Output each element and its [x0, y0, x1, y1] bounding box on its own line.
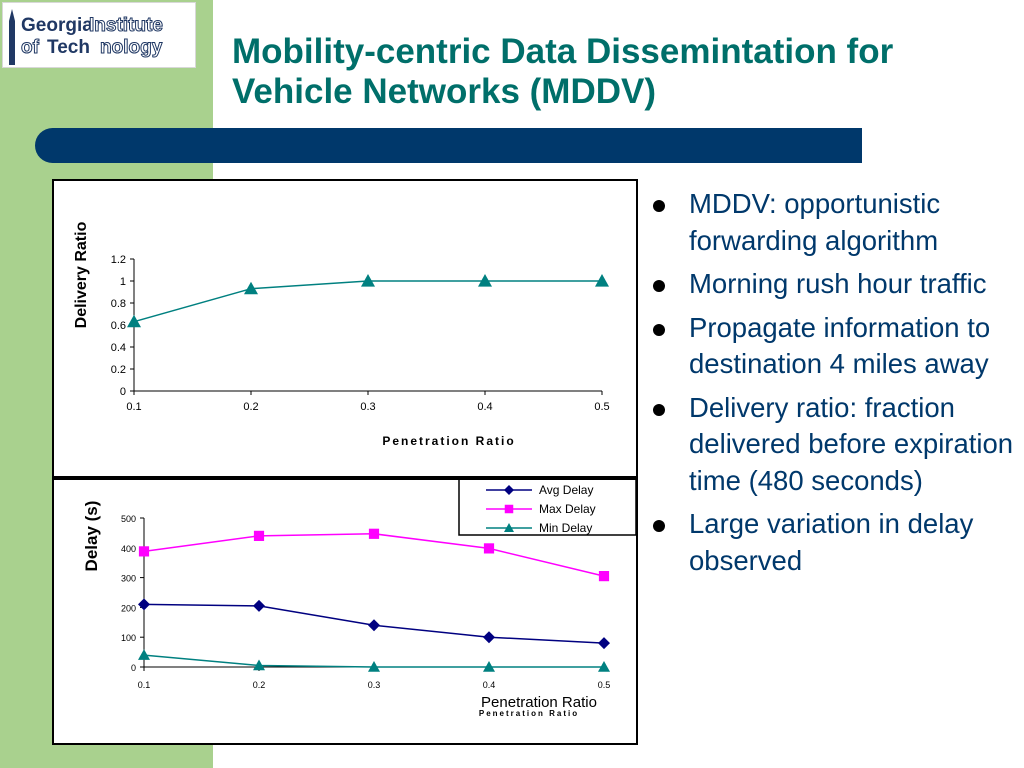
data-point	[127, 314, 141, 328]
y-tick-label: 300	[121, 574, 136, 584]
data-point	[483, 631, 495, 644]
bullet-dot-icon	[653, 323, 665, 336]
title-underline-bar	[35, 128, 862, 163]
data-point	[483, 543, 495, 554]
data-point	[138, 649, 150, 660]
x-tick-label: 0.5	[598, 680, 611, 690]
data-point	[361, 274, 375, 287]
delay-chart: 0 100 200 300 400 500 0.1 0.2 0.3 0.4 0.5 Penetrati…	[52, 478, 638, 745]
x-tick-label: 0.4	[477, 401, 492, 413]
bullet-dot-icon	[653, 403, 665, 416]
data-point	[253, 530, 265, 541]
bullet-dot-icon	[653, 200, 665, 212]
bullet-item: Large variation in delay observed	[650, 506, 1022, 579]
slide-title-line2: Vehicle Networks (MDDV)	[232, 72, 656, 111]
x-axis-title: Penetration Ratio	[382, 434, 515, 448]
y-tick-label: 1	[120, 276, 126, 288]
data-point	[595, 274, 609, 287]
slide-title: Mobility-centric Data Dissemintation for…	[232, 32, 1002, 112]
data-point	[244, 281, 258, 295]
bullet-item: Delivery ratio: fraction delivered befor…	[650, 390, 1022, 500]
y-tick-label: 0.8	[111, 298, 126, 310]
logo-text: Georgia	[21, 15, 93, 36]
y-tick-label: 200	[121, 603, 136, 613]
x-tick-label: 0.2	[253, 680, 266, 690]
logo-text: of	[21, 37, 40, 59]
bullet-list: MDDV: opportunistic forwarding algorithm…	[650, 186, 1022, 586]
data-point	[598, 571, 610, 582]
data-point	[483, 661, 495, 672]
slide-title-line1: Mobility-centric Data Dissemintation for	[232, 32, 894, 71]
x-axis-title-small: Penetration Ratio	[479, 709, 579, 718]
x-tick-label: 0.2	[243, 401, 258, 413]
bullet-item: Propagate information to destination 4 m…	[650, 310, 1022, 383]
data-point	[368, 528, 380, 539]
data-point	[598, 637, 610, 650]
bullet-text: Large variation in delay observed	[689, 508, 974, 576]
y-tick-label: 1.2	[111, 254, 126, 266]
y-axis-title: Delay (s)	[82, 501, 101, 572]
y-tick-label: 0.4	[111, 342, 126, 354]
x-tick-label: 0.1	[126, 401, 141, 413]
bullet-text: Delivery ratio: fraction delivered befor…	[689, 391, 1014, 496]
delivery-ratio-chart: 0 0.2 0.4 0.6 0.8 1 1.2 0.1 0.2 0.3 0.4 0.5 Penetrat…	[52, 179, 638, 478]
x-tick-label: 0.3	[360, 401, 375, 413]
y-tick-label: 0	[120, 386, 126, 398]
y-tick-label: 0.6	[111, 320, 126, 332]
y-tick-label: 0	[131, 663, 136, 673]
logo-text: Institute	[89, 15, 164, 37]
bullet-dot-icon	[653, 280, 665, 292]
y-tick-label: 0.2	[111, 364, 126, 376]
legend-label: Max Delay	[539, 502, 596, 516]
legend-marker	[504, 523, 514, 532]
x-tick-label: 0.5	[594, 401, 609, 413]
y-tick-label: 500	[121, 514, 136, 524]
x-tick-label: 0.1	[138, 680, 151, 690]
georgia-tech-logo: Georgia Institute of Tech nology	[2, 2, 196, 68]
data-point	[253, 659, 265, 671]
delivery-ratio-plot: 0 0.2 0.4 0.6 0.8 1 1.2 0.1 0.2 0.3 0.4 0.5 Penetrat…	[73, 221, 610, 448]
bullet-dot-icon	[653, 520, 665, 532]
logo-text: nology	[99, 37, 163, 59]
legend-box	[458, 480, 636, 536]
y-axis-title: Delivery Ratio	[73, 221, 90, 328]
y-tick-label: 400	[121, 544, 136, 554]
bullet-text: MDDV: opportunistic forwarding algorithm	[689, 188, 941, 256]
y-tick-label: 100	[121, 633, 136, 643]
x-tick-label: 0.3	[368, 680, 381, 690]
tower-icon	[9, 9, 15, 65]
legend-label: Min Delay	[539, 521, 592, 535]
bullet-item: MDDV: opportunistic forwarding algorithm	[650, 186, 1022, 259]
bullet-item: Morning rush hour traffic	[650, 266, 1022, 303]
legend-marker	[504, 485, 514, 495]
legend-label: Avg Delay	[539, 483, 593, 497]
bullet-text: Propagate information to destination 4 m…	[689, 311, 991, 380]
x-axis-title: Penetration Ratio	[481, 694, 597, 711]
data-point	[138, 598, 150, 611]
data-point	[598, 661, 610, 672]
data-point	[253, 599, 265, 612]
data-point	[478, 274, 492, 287]
x-tick-label: 0.4	[483, 680, 496, 690]
bullet-text: Morning rush hour traffic	[689, 268, 987, 299]
series-line	[143, 533, 605, 577]
series-line	[133, 280, 602, 323]
logo-text: Tech	[47, 37, 90, 58]
data-point	[138, 546, 150, 557]
legend-marker	[504, 504, 514, 514]
data-point	[368, 661, 380, 672]
data-point	[368, 619, 380, 632]
